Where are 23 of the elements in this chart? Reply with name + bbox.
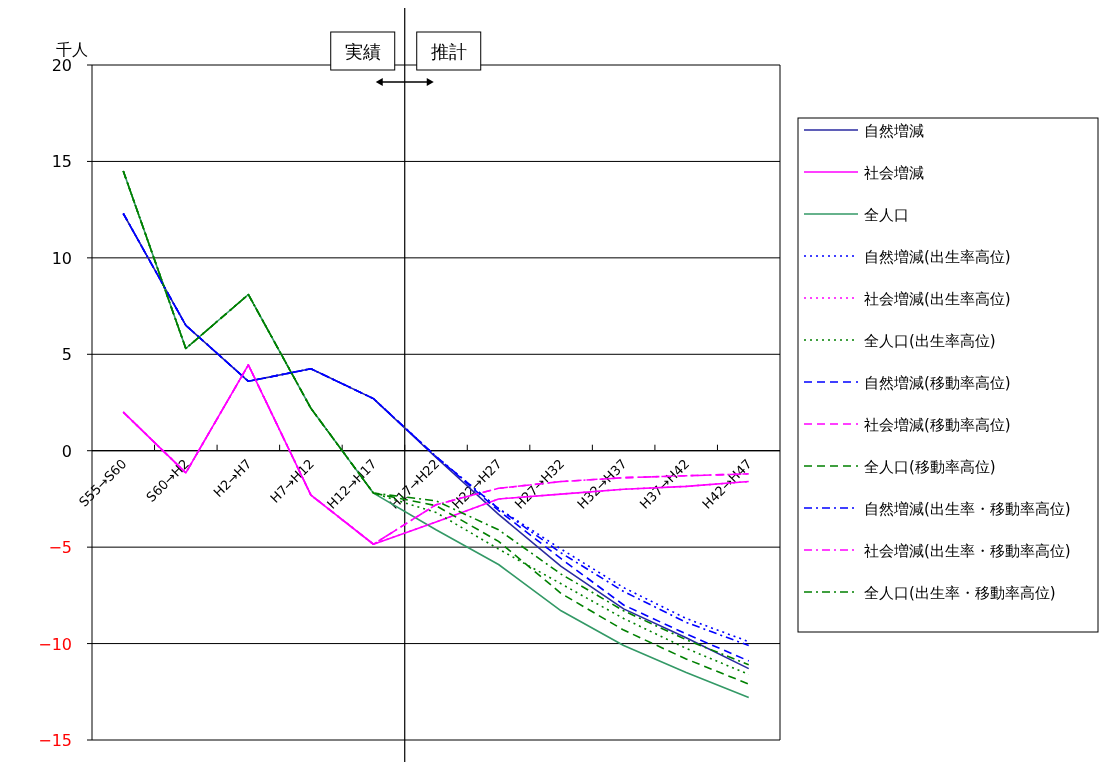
legend-label: 全人口 bbox=[864, 206, 909, 224]
legend-label: 社会増減(出生率高位) bbox=[864, 290, 1011, 308]
legend-label: 自然増減(移動率高位) bbox=[864, 374, 1011, 392]
y-tick-label: 0 bbox=[61, 441, 72, 461]
legend-label: 社会増減(出生率・移動率高位) bbox=[864, 542, 1071, 560]
legend-label: 社会増減(移動率高位) bbox=[864, 416, 1011, 434]
legend-label: 全人口(出生率・移動率高位) bbox=[864, 584, 1056, 602]
y-tick-label: 20 bbox=[51, 56, 72, 75]
y-tick-label: 15 bbox=[51, 152, 72, 172]
legend-label: 社会増減 bbox=[864, 164, 924, 182]
text: 実績 bbox=[344, 41, 381, 62]
legend-label: 自然増減(出生率高位) bbox=[864, 248, 1011, 266]
y-tick-label: 10 bbox=[51, 248, 72, 268]
y-tick-label: 5 bbox=[61, 345, 72, 365]
y-tick-label: −10 bbox=[38, 634, 72, 654]
y-tick-label: −15 bbox=[38, 731, 72, 750]
legend-label: 自然増減 bbox=[864, 122, 924, 140]
legend-label: 自然増減(出生率・移動率高位) bbox=[864, 500, 1071, 518]
legend-label: 全人口(出生率高位) bbox=[864, 332, 996, 350]
y-tick-label: −5 bbox=[48, 538, 72, 558]
text: 推計 bbox=[430, 41, 467, 62]
legend-label: 全人口(移動率高位) bbox=[864, 458, 996, 476]
y-axis-title: 千人 bbox=[56, 40, 88, 59]
